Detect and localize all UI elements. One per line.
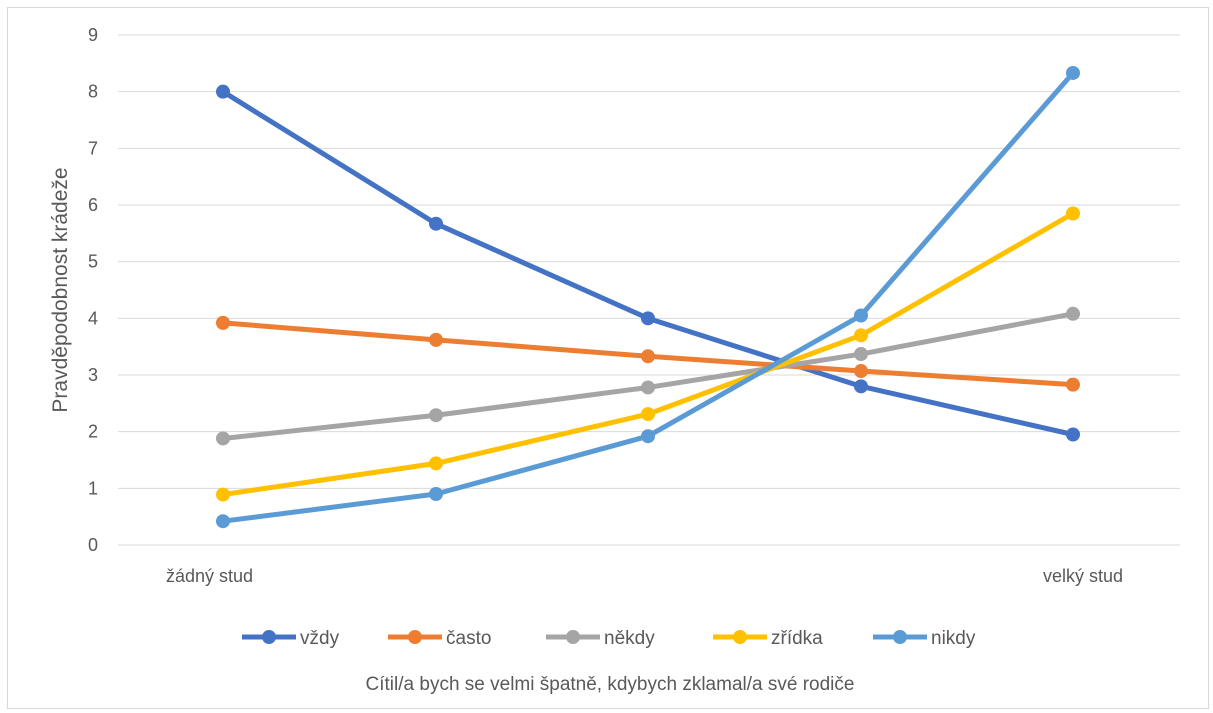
data-point	[216, 487, 230, 502]
y-tick-label: 3	[88, 365, 98, 385]
data-point	[641, 380, 655, 395]
data-point	[641, 349, 655, 364]
legend-label: někdy	[604, 628, 655, 649]
y-tick-label: 4	[88, 308, 98, 328]
data-point	[429, 487, 443, 501]
data-point	[854, 347, 868, 362]
y-tick-label: 2	[88, 422, 98, 442]
y-tick-label: 7	[88, 138, 98, 158]
chart-frame	[7, 7, 1209, 709]
data-point	[854, 328, 868, 343]
data-point	[429, 408, 443, 423]
y-tick-label: 0	[88, 535, 98, 555]
data-point	[216, 514, 230, 529]
data-point	[854, 308, 868, 323]
y-tick-label: 6	[88, 195, 98, 215]
legend-item: vždy	[242, 628, 340, 649]
legend-marker	[566, 630, 580, 644]
x-tick-label: žádný stud	[166, 566, 253, 586]
series-points	[216, 65, 1080, 529]
data-point	[216, 315, 230, 330]
y-tick-label: 8	[88, 82, 98, 102]
data-point	[854, 364, 868, 379]
x-axis-title: Cítil/a bych se velmi špatně, kdybych zk…	[366, 674, 855, 695]
data-point	[216, 84, 230, 99]
legend-item: nikdy	[873, 628, 976, 649]
legend-label: často	[446, 628, 491, 649]
legend-label: vždy	[300, 628, 340, 649]
legend-item: často	[388, 628, 491, 649]
legend: vždy často někdy zřídka nikdy	[242, 628, 976, 649]
data-point	[641, 429, 655, 444]
series-lines	[220, 70, 1076, 524]
legend-marker	[733, 630, 747, 644]
data-point	[1066, 306, 1080, 321]
y-axis-title: Pravděpodobnost krádeže	[49, 167, 72, 412]
x-axis-ticks: žádný stud velký stud	[166, 566, 1123, 586]
legend-marker	[893, 630, 907, 644]
data-point	[1066, 427, 1080, 442]
legend-item: někdy	[546, 628, 655, 649]
data-point	[1066, 377, 1080, 392]
legend-label: nikdy	[931, 628, 976, 649]
y-axis-ticks: 0 1 2 3 4 5 6 7 8 9	[88, 25, 98, 555]
x-tick-label: velký stud	[1043, 566, 1123, 586]
data-point	[429, 216, 443, 231]
data-point	[854, 379, 868, 394]
data-point	[216, 431, 230, 446]
gridlines	[118, 34, 1180, 546]
series-line-5	[220, 70, 1076, 524]
data-point	[429, 332, 443, 347]
legend-label: zřídka	[771, 628, 823, 649]
data-point	[641, 407, 655, 422]
y-tick-label: 1	[88, 478, 98, 498]
data-point	[1066, 65, 1080, 80]
y-tick-label: 9	[88, 25, 98, 45]
legend-marker	[262, 630, 276, 644]
legend-marker	[408, 630, 422, 644]
data-point	[1066, 206, 1080, 221]
data-point	[429, 456, 443, 471]
y-tick-label: 5	[88, 252, 98, 272]
legend-item: zřídka	[713, 628, 823, 649]
data-point	[641, 311, 655, 326]
